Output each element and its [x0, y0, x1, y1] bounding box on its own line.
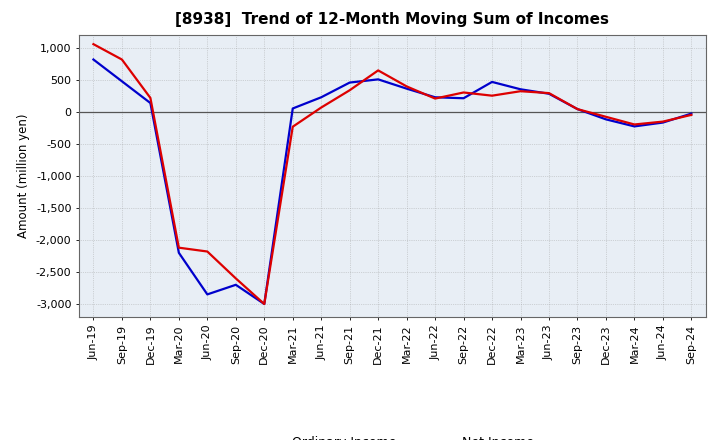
Net Income — [317, 105, 325, 110]
Title: [8938]  Trend of 12-Month Moving Sum of Incomes: [8938] Trend of 12-Month Moving Sum of I… — [176, 12, 609, 27]
Ordinary Income — [89, 57, 98, 62]
Net Income — [289, 124, 297, 129]
Ordinary Income — [402, 86, 411, 91]
Ordinary Income — [317, 95, 325, 100]
Net Income — [232, 276, 240, 281]
Net Income — [659, 119, 667, 124]
Ordinary Income — [374, 77, 382, 82]
Net Income — [174, 245, 183, 250]
Net Income — [516, 88, 525, 94]
Ordinary Income — [117, 79, 126, 84]
Ordinary Income — [630, 124, 639, 129]
Line: Net Income: Net Income — [94, 44, 691, 304]
Ordinary Income — [516, 87, 525, 92]
Net Income — [374, 68, 382, 73]
Net Income — [687, 112, 696, 117]
Net Income — [203, 249, 212, 254]
Net Income — [89, 41, 98, 47]
Legend: Ordinary Income, Net Income: Ordinary Income, Net Income — [244, 430, 541, 440]
Net Income — [431, 96, 439, 101]
Ordinary Income — [487, 79, 496, 84]
Net Income — [602, 114, 611, 119]
Ordinary Income — [174, 250, 183, 256]
Net Income — [459, 90, 468, 95]
Ordinary Income — [203, 292, 212, 297]
Ordinary Income — [431, 95, 439, 100]
Ordinary Income — [232, 282, 240, 287]
Net Income — [117, 57, 126, 62]
Net Income — [487, 93, 496, 98]
Ordinary Income — [459, 95, 468, 101]
Net Income — [630, 122, 639, 127]
Net Income — [573, 106, 582, 112]
Ordinary Income — [573, 106, 582, 112]
Ordinary Income — [346, 80, 354, 85]
Line: Ordinary Income: Ordinary Income — [94, 59, 691, 304]
Net Income — [146, 95, 155, 101]
Y-axis label: Amount (million yen): Amount (million yen) — [17, 114, 30, 238]
Ordinary Income — [545, 91, 554, 96]
Net Income — [346, 88, 354, 93]
Ordinary Income — [146, 100, 155, 106]
Net Income — [545, 91, 554, 96]
Ordinary Income — [260, 301, 269, 307]
Net Income — [260, 301, 269, 307]
Ordinary Income — [659, 120, 667, 125]
Ordinary Income — [602, 117, 611, 122]
Net Income — [402, 84, 411, 89]
Ordinary Income — [289, 106, 297, 111]
Ordinary Income — [687, 111, 696, 116]
